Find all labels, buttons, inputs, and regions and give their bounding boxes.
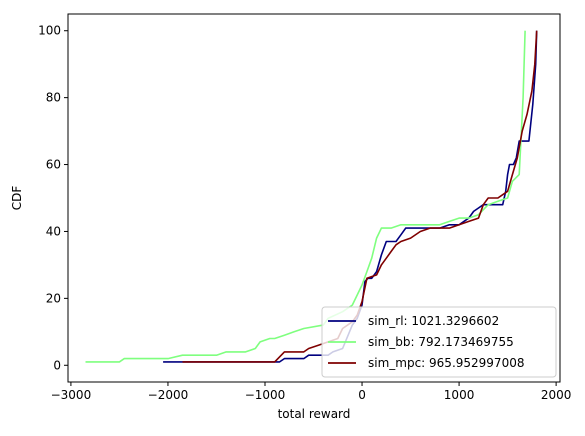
x-tick-label: 0: [358, 388, 366, 402]
y-tick-label: 100: [38, 24, 61, 38]
series-line-3: [182, 30, 538, 363]
legend-entry-2: sim_bb: 792.173469755: [368, 335, 514, 349]
y-axis: 0 20 40 60 80 100: [38, 24, 68, 372]
x-tick-label: −1000: [245, 388, 286, 402]
y-tick-label: 60: [46, 158, 61, 172]
x-axis: −3000 −2000 −1000 0 1000 2000: [51, 382, 572, 402]
y-tick-label: 40: [46, 224, 61, 238]
x-tick-label: −2000: [148, 388, 189, 402]
y-tick-label: 0: [53, 358, 61, 372]
x-tick-label: −3000: [51, 388, 92, 402]
x-tick-label: 2000: [541, 388, 572, 402]
legend-box: [321, 306, 557, 378]
axes-frame: [67, 13, 561, 383]
y-tick-label: 80: [46, 91, 61, 105]
legend-entry-1: sim_rl: 1021.3296602: [368, 314, 499, 328]
y-tick-label: 20: [46, 291, 61, 305]
y-axis-label: CDF: [10, 186, 24, 211]
x-axis-label: total reward: [278, 407, 351, 421]
legend-entry-3: sim_mpc: 965.952997008: [368, 356, 524, 370]
legend: sim_rl: 1021.3296602 sim_bb: 792.17346975…: [321, 306, 557, 378]
x-tick-label: 1000: [444, 388, 475, 402]
